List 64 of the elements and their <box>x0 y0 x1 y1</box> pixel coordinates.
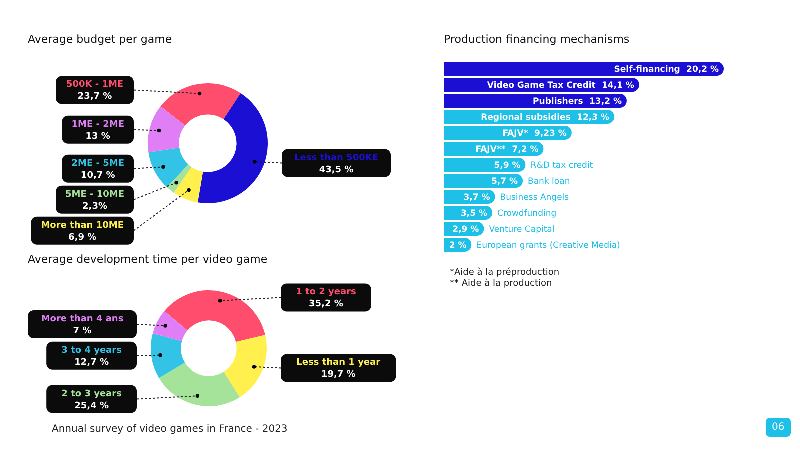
data-label: 12,3 % <box>577 113 610 123</box>
chart-title: Average budget per game <box>28 33 172 46</box>
data-label: 2 % <box>449 241 468 251</box>
y-tick-label: European grants (Creative Media) <box>476 241 620 251</box>
slice-label: 2ME - 5ME <box>72 158 124 169</box>
slice-label: More than 4 ans <box>41 314 124 324</box>
y-tick-label: Video Game Tax Credit <box>487 81 596 91</box>
text: *Aide à la préproduction <box>450 268 560 278</box>
data-label: 35,2 % <box>309 300 344 310</box>
chart-title: Average development time per video game <box>28 253 268 266</box>
data-label: 43,5 % <box>319 165 354 176</box>
data-label: 20,2 % <box>686 65 720 75</box>
y-tick-label: Bank loan <box>528 177 570 187</box>
data-label: 13 % <box>86 132 110 142</box>
data-label: 5,7 % <box>491 177 518 187</box>
data-label: 2,3% <box>82 202 108 212</box>
slice-label: 5ME - 10ME <box>66 190 124 200</box>
donut-slice <box>164 290 266 342</box>
donut-slice <box>148 148 188 188</box>
slice-label: Less than 1 year <box>296 358 382 368</box>
donut-slice <box>159 362 240 406</box>
slice-label: More than 10ME <box>41 220 124 231</box>
slice-label: 500K - 1ME <box>66 80 124 90</box>
y-tick-label: R&D tax credit <box>530 161 594 171</box>
donut-slice <box>151 334 186 378</box>
slice-label: 2 to 3 years <box>62 389 122 400</box>
data-label: 25,4 % <box>74 401 109 412</box>
data-label: 13,2 % <box>590 97 622 107</box>
data-label: 3,7 % <box>464 193 491 203</box>
y-tick-label: FAJV** <box>476 145 506 155</box>
slice-label: 1 to 2 years <box>296 288 356 298</box>
text: ** Aide à la production <box>450 279 552 289</box>
y-tick-label: Crowdfunding <box>498 209 557 219</box>
data-label: 9,23 % <box>534 129 568 139</box>
data-label: 19,7 % <box>321 370 356 380</box>
y-tick-label: Regional subsidies <box>481 113 571 123</box>
donut-slice <box>160 84 241 126</box>
slice-label: Less than 500KE <box>294 153 378 164</box>
donut-slice <box>167 164 192 193</box>
y-tick-label: Business Angels <box>500 193 570 203</box>
data-label: 3,5 % <box>460 209 488 219</box>
data-label: 7,2 % <box>512 145 540 155</box>
text: Annual survey of video games in France - 2023 <box>52 424 288 435</box>
data-label: 5,9 % <box>494 161 522 171</box>
donut-slice <box>174 167 204 203</box>
y-tick-label: Self-financing <box>614 65 680 75</box>
data-label: 7 % <box>73 326 92 336</box>
slice-label: 1ME - 2ME <box>72 120 124 130</box>
y-tick-label: FAJV* <box>502 129 529 139</box>
donut-slice <box>198 93 268 204</box>
data-label: 10,7 % <box>80 170 116 181</box>
y-tick-label: Venture Capital <box>489 225 555 235</box>
data-label: 23,7 % <box>78 92 112 102</box>
donut-slice <box>152 311 188 342</box>
data-label: 6,9 % <box>68 232 97 243</box>
text: 06 <box>766 418 791 437</box>
data-label: 2,9 % <box>452 225 480 235</box>
data-label: 12,7 % <box>74 358 109 368</box>
donut-slice <box>224 335 267 398</box>
donut-slice <box>148 106 186 153</box>
data-label: 14,1 % <box>602 81 635 91</box>
slice-label: 3 to 4 years <box>62 346 122 356</box>
y-tick-label: Publishers <box>533 97 584 107</box>
chart-title: Production financing mechanisms <box>444 33 630 46</box>
